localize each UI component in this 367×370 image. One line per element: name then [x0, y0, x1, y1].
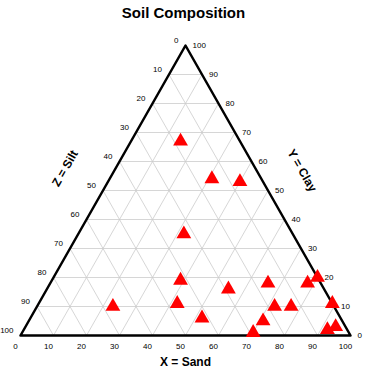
- html-text:Soil Composition: Soil Composition: [121, 4, 246, 21]
- svg-text:100: 100: [0, 326, 14, 335]
- svg-text:20: 20: [137, 94, 146, 103]
- svg-text:80: 80: [275, 342, 284, 351]
- svg-text:Z = Silt: Z = Silt: [49, 148, 81, 189]
- svg-text:60: 60: [71, 210, 80, 219]
- svg-text:30: 30: [120, 123, 129, 132]
- svg-text:50: 50: [176, 342, 185, 351]
- svg-text:0: 0: [174, 36, 179, 45]
- svg-text:90: 90: [21, 297, 30, 306]
- svg-text:90: 90: [209, 70, 218, 79]
- svg-text:40: 40: [104, 152, 113, 161]
- svg-text:70: 70: [242, 342, 251, 351]
- svg-text:X = Sand: X = Sand: [160, 355, 211, 369]
- svg-text:60: 60: [209, 342, 218, 351]
- svg-text:100: 100: [193, 41, 207, 50]
- svg-text:80: 80: [226, 99, 235, 108]
- svg-text:10: 10: [341, 302, 350, 311]
- svg-text:30: 30: [308, 244, 317, 253]
- svg-text:80: 80: [38, 268, 47, 277]
- svg-text:90: 90: [308, 342, 317, 351]
- svg-text:70: 70: [242, 128, 251, 137]
- svg-text:60: 60: [259, 157, 268, 166]
- svg-text:30: 30: [110, 342, 119, 351]
- svg-text:10: 10: [44, 342, 53, 351]
- svg-text:50: 50: [87, 181, 96, 190]
- svg-text:0: 0: [358, 331, 363, 340]
- svg-text:40: 40: [143, 342, 152, 351]
- svg-text:20: 20: [77, 342, 86, 351]
- svg-text:50: 50: [275, 186, 284, 195]
- svg-text:Y = Clay: Y = Clay: [284, 147, 320, 195]
- svg-text:20: 20: [325, 273, 334, 282]
- svg-text:70: 70: [54, 239, 63, 248]
- svg-text:100: 100: [339, 342, 353, 351]
- svg-text:10: 10: [153, 65, 162, 74]
- svg-text:40: 40: [292, 215, 301, 224]
- svg-text:0: 0: [13, 342, 18, 351]
